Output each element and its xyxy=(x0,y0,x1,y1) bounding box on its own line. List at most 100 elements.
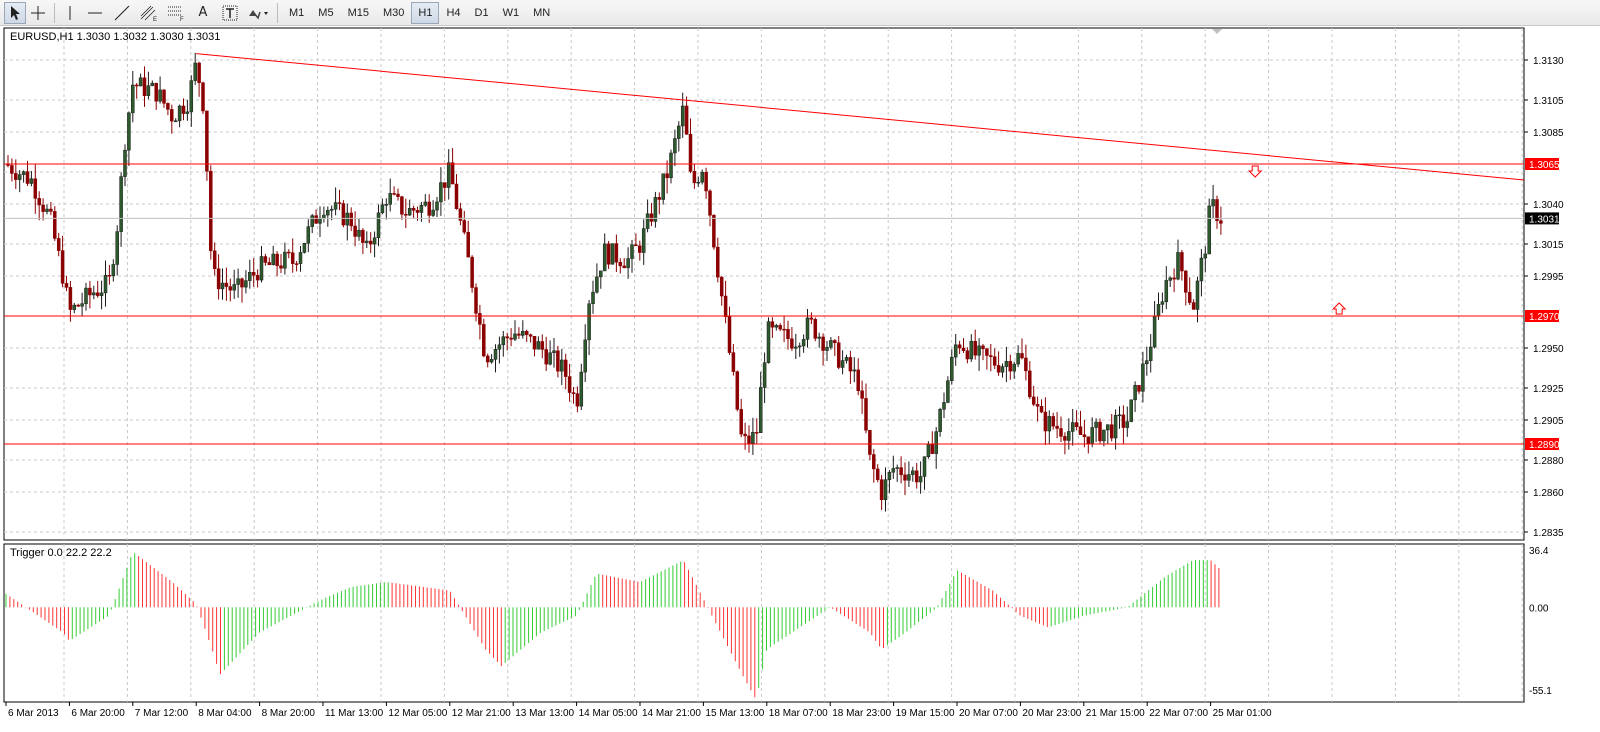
candle-body xyxy=(696,181,701,184)
candle-body xyxy=(400,196,404,215)
candle-body xyxy=(630,244,634,259)
candle xyxy=(353,211,357,247)
timeframe-h1[interactable]: H1 xyxy=(411,1,440,24)
candle-body xyxy=(431,209,435,216)
signal-arrows[interactable] xyxy=(1247,165,1347,315)
cursor-icon[interactable] xyxy=(4,1,26,24)
candle-body xyxy=(232,284,236,291)
vertical-line-icon[interactable] xyxy=(59,2,81,24)
candle-body xyxy=(622,265,626,269)
candle xyxy=(306,219,311,253)
candle xyxy=(696,176,701,187)
candle xyxy=(1074,410,1079,431)
horizontal-line-icon[interactable] xyxy=(82,2,108,24)
candle-body xyxy=(84,287,88,304)
timeframe-d1[interactable]: D1 xyxy=(474,6,489,19)
candle xyxy=(25,160,30,187)
candle-body xyxy=(162,89,166,104)
candle-body xyxy=(833,340,837,343)
candle xyxy=(716,237,720,283)
level-label-bg xyxy=(1525,310,1559,322)
candle xyxy=(1059,416,1063,442)
time-label: 7 Mar 12:00 xyxy=(135,708,189,719)
candle xyxy=(797,342,802,357)
candle xyxy=(41,198,45,221)
candle xyxy=(446,149,451,200)
candle xyxy=(560,348,564,386)
candle xyxy=(774,323,779,331)
candle-body xyxy=(25,171,30,184)
candle xyxy=(220,268,225,300)
candle-body xyxy=(228,286,233,291)
candle xyxy=(540,334,545,359)
candle-body xyxy=(969,340,974,360)
fibonacci-icon[interactable]: F xyxy=(163,2,189,24)
candle-body xyxy=(493,349,498,360)
candle-body xyxy=(1125,421,1130,428)
timeframe-w1[interactable]: W1 xyxy=(502,6,520,19)
candle-body xyxy=(302,243,307,253)
timeframe-m1[interactable]: M1 xyxy=(289,6,305,19)
candle-body xyxy=(470,256,474,288)
candle-body xyxy=(216,268,221,290)
timeframe-h4[interactable]: H4 xyxy=(446,6,461,19)
candle xyxy=(380,198,385,215)
candle-body xyxy=(981,345,985,350)
candle-body xyxy=(1199,257,1204,282)
text-icon[interactable]: A xyxy=(198,5,208,20)
candle-body xyxy=(848,357,853,372)
timeframe-m30[interactable]: M30 xyxy=(382,6,405,19)
candle-body xyxy=(357,229,361,237)
arrows-icon[interactable] xyxy=(244,2,272,24)
time-label: 13 Mar 13:00 xyxy=(515,708,574,719)
equidistant-channel-icon[interactable]: E xyxy=(136,2,162,24)
candle-body xyxy=(747,435,751,444)
candle xyxy=(1168,276,1172,288)
candle-body xyxy=(349,212,353,227)
candle-body xyxy=(446,162,451,188)
text-label-icon[interactable] xyxy=(217,2,243,24)
candle xyxy=(1000,363,1005,378)
candle xyxy=(1215,195,1219,229)
candle xyxy=(123,144,127,186)
candle-body xyxy=(271,253,275,266)
candle xyxy=(80,292,84,317)
candle-body xyxy=(1152,316,1157,348)
candle xyxy=(817,332,821,348)
trendline[interactable] xyxy=(196,53,1525,181)
candle xyxy=(657,192,662,215)
candle-body xyxy=(454,183,459,209)
candle-body xyxy=(751,432,755,444)
chart-svg[interactable]: EURUSD,H1 1.3030 1.3032 1.3030 1.3031 1.… xyxy=(0,26,1600,728)
symbol-header: EURUSD,H1 1.3030 1.3032 1.3030 1.3031 xyxy=(10,31,220,43)
horizontal-levels[interactable] xyxy=(4,163,1524,445)
candle-body xyxy=(181,105,186,114)
candle xyxy=(1028,361,1032,400)
candle xyxy=(493,344,498,373)
timeframe-mn[interactable]: MN xyxy=(533,6,551,19)
timeframe-m5[interactable]: M5 xyxy=(318,6,334,19)
trendline-icon[interactable] xyxy=(109,2,135,24)
candle-body xyxy=(95,292,100,296)
candle xyxy=(314,209,318,224)
candle-body xyxy=(255,274,260,281)
timeframe-m15[interactable]: M15 xyxy=(347,6,369,19)
candle xyxy=(392,186,396,196)
chart-area[interactable]: EURUSD,H1 1.3030 1.3032 1.3030 1.3031 1.… xyxy=(0,26,1600,728)
candle xyxy=(236,268,240,298)
candle xyxy=(505,332,509,351)
candle xyxy=(829,336,833,350)
candle xyxy=(821,333,825,366)
candle xyxy=(197,61,201,97)
candle xyxy=(844,354,849,364)
candle-body xyxy=(361,229,365,243)
time-label: 18 Mar 07:00 xyxy=(769,708,828,719)
candle xyxy=(610,243,615,265)
chart-shift-marker[interactable] xyxy=(1212,29,1222,34)
candle xyxy=(571,387,576,404)
candle-body xyxy=(37,198,41,206)
candle-body xyxy=(524,331,529,335)
candle-body xyxy=(99,292,104,296)
crosshair-icon[interactable] xyxy=(27,2,49,24)
candle-body xyxy=(957,344,962,349)
